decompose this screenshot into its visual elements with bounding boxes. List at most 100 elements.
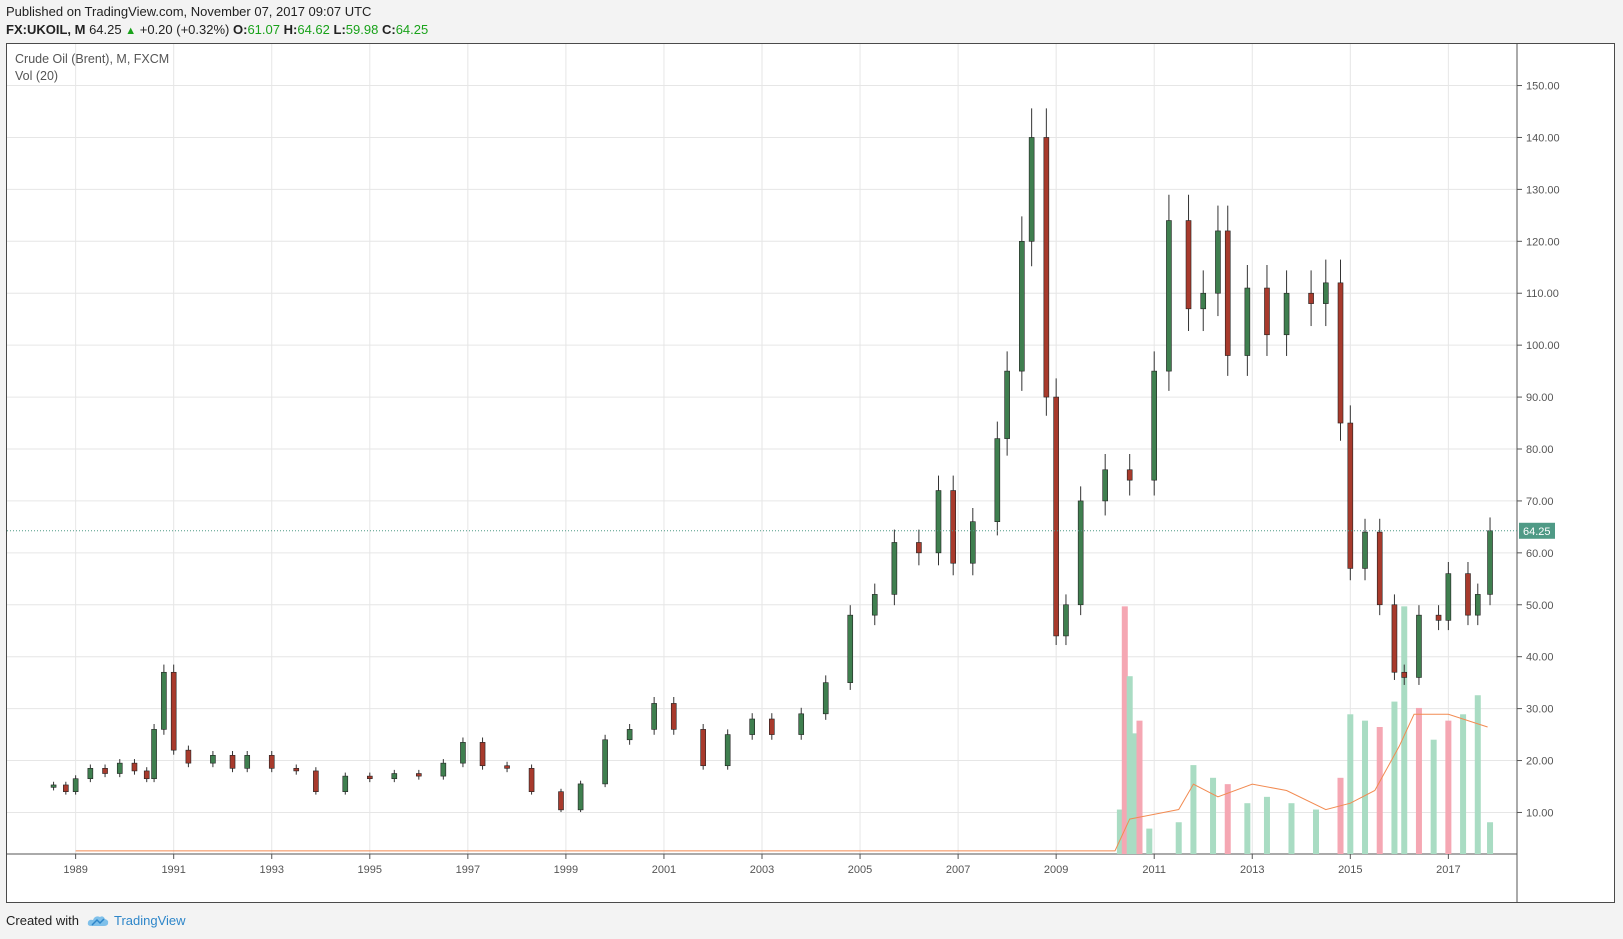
candle-body — [1126, 469, 1133, 481]
y-tick-label: 70.00 — [1526, 496, 1554, 508]
candle-body — [1224, 230, 1231, 356]
price-chart[interactable]: 10.00 20.00 30.00 40.00 50.00 60.00 70.00 80.00… — [7, 44, 1614, 902]
candle-body — [185, 749, 192, 764]
open-value: 61.07 — [247, 22, 280, 37]
x-tick-label: 2001 — [652, 864, 676, 876]
candle-body — [1019, 241, 1025, 372]
candle-body — [1166, 220, 1172, 372]
y-tick-label: 80.00 — [1526, 444, 1554, 456]
volume-bar — [1474, 695, 1481, 854]
close-label: C: — [381, 22, 396, 37]
volume-bar — [1288, 803, 1295, 854]
up-triangle-icon: ▲ — [125, 25, 137, 37]
candle-body — [577, 783, 584, 811]
candle-body — [528, 768, 535, 792]
volume-legend[interactable]: Vol (20) — [15, 69, 59, 83]
symbol-label[interactable]: FX:UKOIL, M — [6, 22, 86, 37]
volume-bar — [1347, 714, 1354, 854]
chart-legend-title[interactable]: Crude Oil (Brent), M, FXCM — [15, 52, 170, 66]
x-tick-label: 2009 — [1044, 864, 1068, 876]
candle-body — [1063, 604, 1069, 637]
chart-frame[interactable]: 10.00 20.00 30.00 40.00 50.00 60.00 70.00 80.00… — [6, 43, 1615, 903]
candle-body — [504, 765, 510, 769]
candle-body — [769, 718, 775, 735]
candle-body — [1391, 604, 1398, 673]
candle-body — [151, 729, 157, 780]
low-label: L: — [333, 22, 346, 37]
volume-bar — [1376, 727, 1383, 854]
candle-body — [416, 773, 422, 777]
close-value: 64.25 — [395, 22, 429, 37]
candle-body — [366, 775, 373, 780]
y-tick-label: 10.00 — [1526, 807, 1554, 819]
candle-body — [1362, 531, 1368, 569]
y-tick-label: 140.00 — [1526, 132, 1560, 144]
y-tick-label: 40.00 — [1526, 652, 1554, 664]
candle-body — [847, 614, 854, 683]
candle-body — [602, 739, 608, 785]
x-tick-label: 2015 — [1338, 864, 1362, 876]
candle-body — [1376, 531, 1383, 606]
candle-body — [229, 755, 236, 769]
candle-body — [1487, 530, 1493, 595]
x-tick-label: 1989 — [63, 864, 87, 876]
candle-body — [1445, 573, 1452, 621]
volume-bar — [1445, 720, 1452, 854]
volume-bar — [1224, 784, 1231, 854]
open-label: O: — [233, 22, 248, 37]
candle-body — [651, 703, 657, 730]
candle-body — [102, 768, 108, 774]
candle-body — [891, 542, 898, 595]
tradingview-link[interactable]: TradingView — [87, 913, 186, 928]
volume-bar — [1121, 606, 1128, 854]
y-tick-label: 130.00 — [1526, 184, 1560, 196]
candle-body — [460, 742, 466, 764]
candle-body — [1347, 422, 1354, 569]
candle-body — [1435, 614, 1442, 621]
y-tick-label: 60.00 — [1526, 548, 1554, 560]
y-tick-label: 50.00 — [1526, 600, 1554, 612]
candle-body — [268, 755, 275, 769]
last-price: 64.25 — [89, 22, 122, 37]
y-tick-label: 120.00 — [1526, 236, 1560, 248]
candle-body — [1308, 292, 1314, 304]
candle-body — [1244, 287, 1251, 356]
candle-body — [822, 682, 829, 715]
candle-body — [798, 713, 805, 735]
volume-bar — [1401, 606, 1408, 854]
x-tick-label: 1999 — [554, 864, 578, 876]
volume-bar — [1190, 765, 1197, 854]
candle-body — [161, 671, 167, 730]
candle-body — [1102, 469, 1108, 502]
candle-body — [87, 768, 94, 780]
candle-body — [1215, 230, 1221, 294]
created-with-text: Created with — [6, 913, 79, 928]
volume-bar — [1210, 777, 1217, 854]
candle-body — [970, 521, 976, 564]
x-tick-label: 2005 — [848, 864, 872, 876]
volume-bar — [1126, 676, 1133, 854]
candle-body — [1465, 573, 1471, 616]
volume-bar — [1460, 714, 1467, 854]
candle-body — [50, 784, 57, 788]
x-tick-label: 1997 — [456, 864, 480, 876]
volume-bar — [1244, 803, 1251, 854]
candle-body — [131, 762, 138, 772]
volume-bar — [1487, 822, 1494, 854]
x-tick-label: 1993 — [259, 864, 283, 876]
candle-body — [1151, 370, 1158, 481]
candle-body — [72, 778, 79, 792]
volume-bar — [1312, 809, 1319, 854]
x-tick-label: 2003 — [750, 864, 774, 876]
volume-bar — [1136, 720, 1143, 854]
volume-bar — [1175, 822, 1182, 854]
volume-bar — [1263, 796, 1270, 854]
volume-bar — [1430, 739, 1437, 854]
y-tick-label: 90.00 — [1526, 392, 1554, 404]
candle-body — [1264, 287, 1270, 336]
candle-body — [1053, 396, 1059, 637]
candle-body — [293, 768, 300, 772]
candle-body — [313, 770, 319, 792]
high-label: H: — [283, 22, 298, 37]
candle-body — [950, 490, 957, 564]
